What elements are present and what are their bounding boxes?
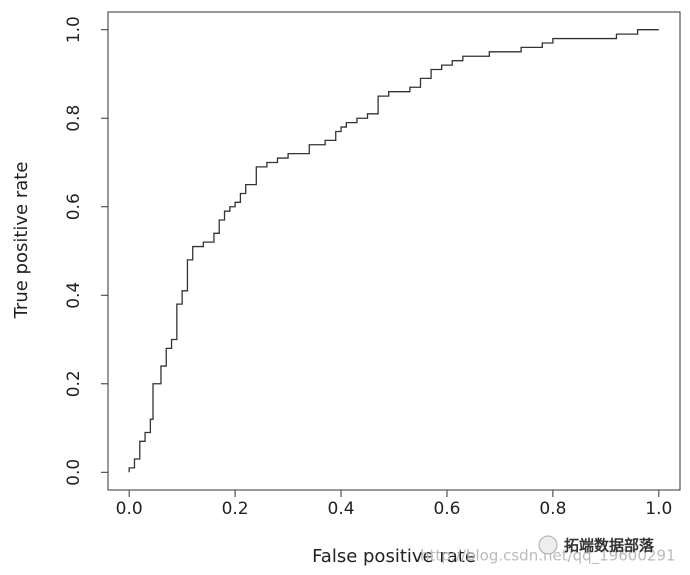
watermark-url: http://blog.csdn.net/qq_19600291 [420,547,676,566]
watermark: 拓端数据部落 [564,537,655,555]
x-tick-label: 0.8 [539,499,566,519]
plot-frame [107,11,681,491]
x-tick-label: 1.0 [645,499,672,519]
y-tick-label: 0.0 [64,459,84,486]
x-tick-label: 0.2 [222,499,249,519]
y-axis-title: True positive rate [11,162,32,320]
y-tick-label: 0.6 [64,193,84,220]
x-tick-label: 0.6 [433,499,460,519]
roc-curve [128,29,659,473]
watermark-icon [538,535,558,555]
y-tick-label: 0.4 [64,282,84,309]
y-tick-label: 0.8 [64,105,84,132]
x-tick-label: 0.4 [328,499,355,519]
y-tick-label: 0.2 [64,370,84,397]
x-axis-title: False positive rate [312,546,476,567]
y-tick-label: 1.0 [64,16,84,43]
x-tick-label: 0.0 [116,499,143,519]
